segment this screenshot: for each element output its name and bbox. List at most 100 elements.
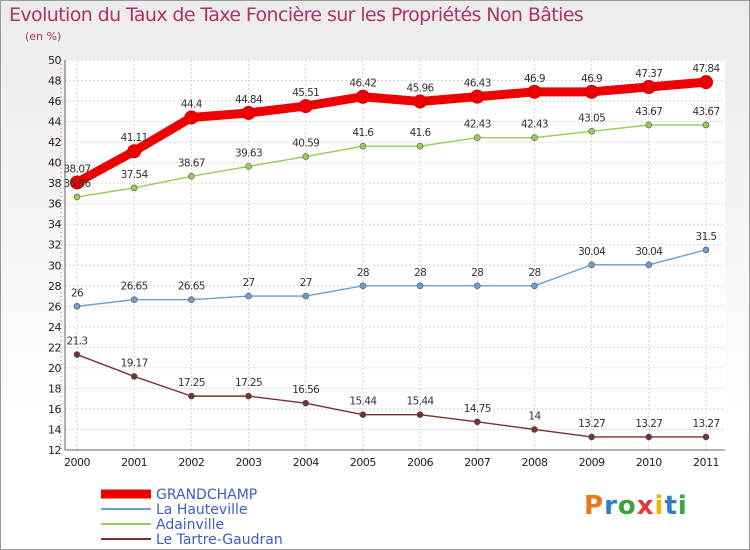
data-point xyxy=(416,142,424,150)
x-tick-label: 2007 xyxy=(464,456,490,469)
data-label: 47.84 xyxy=(692,63,720,75)
data-label: 14.75 xyxy=(464,403,491,415)
data-label: 41.6 xyxy=(410,127,432,139)
data-label: 41.6 xyxy=(352,127,374,139)
data-point xyxy=(473,418,481,426)
data-point xyxy=(245,163,252,170)
data-point xyxy=(359,411,367,418)
data-point xyxy=(298,99,313,114)
y-tick-label: 24 xyxy=(48,321,61,334)
data-point xyxy=(130,184,138,192)
x-tick-label: 2002 xyxy=(178,456,204,469)
data-label: 26.65 xyxy=(178,281,205,293)
y-tick-label: 40 xyxy=(48,157,61,170)
y-tick-label: 28 xyxy=(48,280,61,293)
data-label: 14 xyxy=(528,410,541,422)
data-point xyxy=(645,261,653,269)
data-label: 13.27 xyxy=(635,418,662,430)
series-line-3 xyxy=(76,353,707,438)
x-tick-label: 2006 xyxy=(407,456,433,469)
data-point xyxy=(302,153,310,160)
x-tick-label: 2009 xyxy=(579,456,605,469)
logo-letter: i xyxy=(677,491,688,521)
y-tick-label: 38 xyxy=(48,177,61,190)
x-tick-label: 2004 xyxy=(293,456,319,469)
y-tick-label: 26 xyxy=(48,300,61,313)
data-label: 30.04 xyxy=(635,246,663,258)
data-point xyxy=(588,128,595,135)
y-tick-label: 50 xyxy=(48,54,61,67)
data-point xyxy=(416,282,424,290)
data-label: 15.44 xyxy=(349,396,377,408)
x-tick-label: 2011 xyxy=(693,456,719,469)
legend-label: GRANDCHAMP xyxy=(156,487,257,503)
data-label: 41.11 xyxy=(121,132,148,144)
data-point xyxy=(699,75,713,90)
x-tick-label: 2000 xyxy=(64,456,90,469)
data-point xyxy=(241,105,256,120)
data-point xyxy=(584,84,599,99)
data-label: 45.96 xyxy=(407,82,435,94)
data-label: 30.04 xyxy=(578,246,606,258)
data-point xyxy=(188,392,195,400)
y-tick-label: 22 xyxy=(48,341,61,354)
data-label: 42.43 xyxy=(521,119,548,131)
y-tick-label: 42 xyxy=(48,136,61,149)
data-label: 46.9 xyxy=(581,73,602,85)
data-label: 27 xyxy=(300,277,312,289)
data-label: 16.56 xyxy=(292,384,320,396)
data-point xyxy=(188,296,195,303)
data-label: 26.65 xyxy=(121,281,148,293)
y-tick-label: 12 xyxy=(48,444,61,457)
data-point xyxy=(645,433,653,441)
x-tick-label: 2008 xyxy=(521,456,547,469)
data-point xyxy=(531,282,538,290)
data-label: 38.67 xyxy=(178,157,205,169)
y-tick-label: 30 xyxy=(48,259,61,272)
data-labels: 38.07 41.11 44.4 44.84 45.51 46.42 45.96 46.43 4… xyxy=(63,63,721,430)
data-label: 15.44 xyxy=(407,396,435,408)
data-label: 44.84 xyxy=(235,94,263,106)
data-point xyxy=(184,110,199,125)
data-label: 43.05 xyxy=(578,112,605,124)
data-point xyxy=(702,433,710,441)
legend-label: Le Tartre-Gaudran xyxy=(156,532,283,548)
series-layer xyxy=(70,75,713,441)
data-label: 13.27 xyxy=(578,418,605,430)
data-point xyxy=(245,292,252,300)
data-label: 46.9 xyxy=(524,73,545,85)
x-tick-label: 2001 xyxy=(121,456,147,469)
data-point xyxy=(645,121,653,129)
data-label: 21.3 xyxy=(67,336,88,348)
legend-label: Adainville xyxy=(156,517,224,533)
data-point xyxy=(130,296,138,303)
data-label: 17.25 xyxy=(235,377,262,389)
series-line-1 xyxy=(76,249,707,308)
data-point xyxy=(73,303,81,310)
logo-letter: i xyxy=(654,491,665,521)
data-label: 44.4 xyxy=(181,98,203,110)
logo-letter: P xyxy=(584,491,605,521)
x-tick-label: 2010 xyxy=(636,456,662,469)
data-point xyxy=(527,84,542,99)
chart-subtitle: (en %) xyxy=(25,30,62,43)
series-line-2 xyxy=(76,124,707,198)
data-label: 46.43 xyxy=(464,78,491,90)
data-label: 28 xyxy=(528,267,540,279)
chart-title: Evolution du Taux de Taxe Foncière sur l… xyxy=(9,4,584,26)
series-line-0 xyxy=(72,77,711,187)
data-point xyxy=(473,134,481,141)
data-label: 28 xyxy=(471,267,483,279)
data-point xyxy=(73,193,81,201)
logo-letter: o xyxy=(617,491,637,521)
data-point xyxy=(73,351,81,358)
data-label: 42.43 xyxy=(464,119,491,131)
data-point xyxy=(473,282,481,290)
data-point xyxy=(702,121,710,129)
y-tick-label: 20 xyxy=(48,362,61,375)
data-point xyxy=(470,89,485,104)
data-label: 28 xyxy=(357,267,369,279)
data-label: 13.27 xyxy=(692,418,719,430)
